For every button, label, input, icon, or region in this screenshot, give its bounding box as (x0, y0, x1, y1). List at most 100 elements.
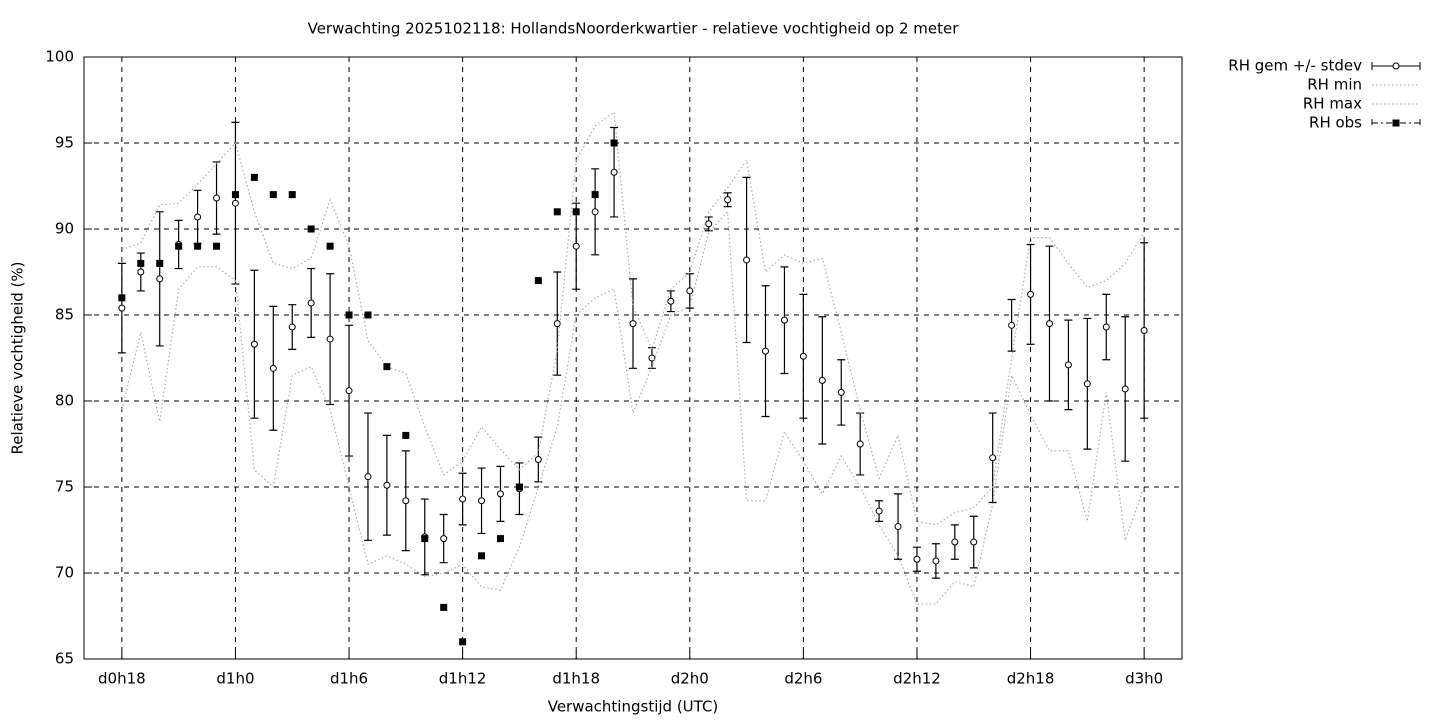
obs-point (137, 259, 145, 267)
mean-point (459, 495, 467, 503)
y-tick-label: 65 (55, 650, 74, 668)
mean-point (231, 199, 239, 207)
mean-point (194, 213, 202, 221)
obs-point (591, 191, 599, 199)
x-tick-label: d0h18 (98, 670, 146, 688)
mean-point (364, 473, 372, 481)
line (121, 210, 1145, 605)
mean-point (610, 168, 618, 176)
mean-point (1045, 320, 1053, 328)
legend-label: RH obs (1309, 114, 1362, 132)
mean-point (137, 268, 145, 276)
obs-point (402, 431, 410, 439)
mean-point (250, 340, 258, 348)
mean-point (269, 364, 277, 372)
obs-point (553, 208, 561, 216)
obs-point (118, 294, 126, 302)
y-tick-label: 90 (55, 220, 74, 238)
mean-point (383, 481, 391, 489)
mean-point (762, 347, 770, 355)
mean-point (970, 538, 978, 546)
y-axis-label: Relatieve vochtigheid (%) (9, 261, 27, 454)
mean-point (591, 208, 599, 216)
mean-point (837, 388, 845, 396)
mean-point (1102, 323, 1110, 331)
mean-point (705, 220, 713, 228)
obs-point (307, 225, 315, 233)
x-tick-label: d1h18 (552, 670, 600, 688)
obs-point (213, 242, 221, 250)
x-tick-label: d1h12 (439, 670, 487, 688)
obs-point (175, 242, 183, 250)
mean-point (534, 455, 542, 463)
mean-point (724, 196, 732, 204)
mean-point (307, 299, 315, 307)
obs-point (610, 139, 618, 147)
mean-point (1064, 361, 1072, 369)
mean-point (1008, 321, 1016, 329)
mean-point (118, 304, 126, 312)
mean-point (818, 376, 826, 384)
x-tick-label: d2h0 (671, 670, 709, 688)
x-tick-label: d1h0 (216, 670, 254, 688)
mean-point (667, 297, 675, 305)
mean-point (1121, 385, 1129, 393)
obs-point (288, 191, 296, 199)
mean-point (629, 320, 637, 328)
obs-point (496, 535, 504, 543)
mean-point (288, 323, 296, 331)
y-tick-label: 100 (45, 48, 74, 66)
obs-point (421, 535, 429, 543)
mean-point (780, 316, 788, 324)
obs-point (572, 208, 580, 216)
x-tick-label: d2h6 (784, 670, 822, 688)
obs-point (194, 242, 202, 250)
obs-point (534, 277, 542, 285)
mean-point (440, 535, 448, 543)
x-tick-label: d3h0 (1125, 670, 1163, 688)
y-tick-label: 75 (55, 478, 74, 496)
y-tick-label: 85 (55, 306, 74, 324)
obs-point (250, 173, 258, 181)
mean-point (913, 555, 921, 563)
legend-label: RH gem +/- stdev (1228, 57, 1362, 75)
legend-label: RH max (1303, 95, 1362, 113)
obs-point (326, 242, 334, 250)
mean-point (572, 242, 580, 250)
mean-point (743, 256, 751, 264)
obs-point (515, 483, 523, 491)
obs-point (269, 191, 277, 199)
obs-point (440, 603, 448, 611)
obs-point (156, 259, 164, 267)
legend-sample (1392, 62, 1400, 70)
obs-point (383, 363, 391, 371)
mean-point (989, 454, 997, 462)
plot-frame (83, 56, 1183, 660)
mean-point (345, 387, 353, 395)
x-axis-label: Verwachtingstijd (UTC) (548, 698, 719, 716)
mean-point (951, 538, 959, 546)
x-tick-label: d2h12 (893, 670, 941, 688)
obs-point (364, 311, 372, 319)
mean-point (932, 557, 940, 565)
mean-point (894, 523, 902, 531)
legend-sample (1392, 119, 1400, 127)
mean-point (156, 275, 164, 283)
y-tick-label: 70 (55, 564, 74, 582)
mean-point (496, 490, 504, 498)
mean-point (856, 440, 864, 448)
line (121, 110, 1145, 526)
mean-point (799, 352, 807, 360)
mean-point (478, 497, 486, 505)
y-tick-label: 80 (55, 392, 74, 410)
x-tick-label: d1h6 (330, 670, 368, 688)
mean-point (648, 354, 656, 362)
obs-point (478, 552, 486, 560)
obs-point (231, 191, 239, 199)
legend-label: RH min (1307, 76, 1362, 94)
mean-point (213, 194, 221, 202)
obs-point (459, 638, 467, 646)
mean-point (875, 507, 883, 515)
mean-point (1027, 290, 1035, 298)
